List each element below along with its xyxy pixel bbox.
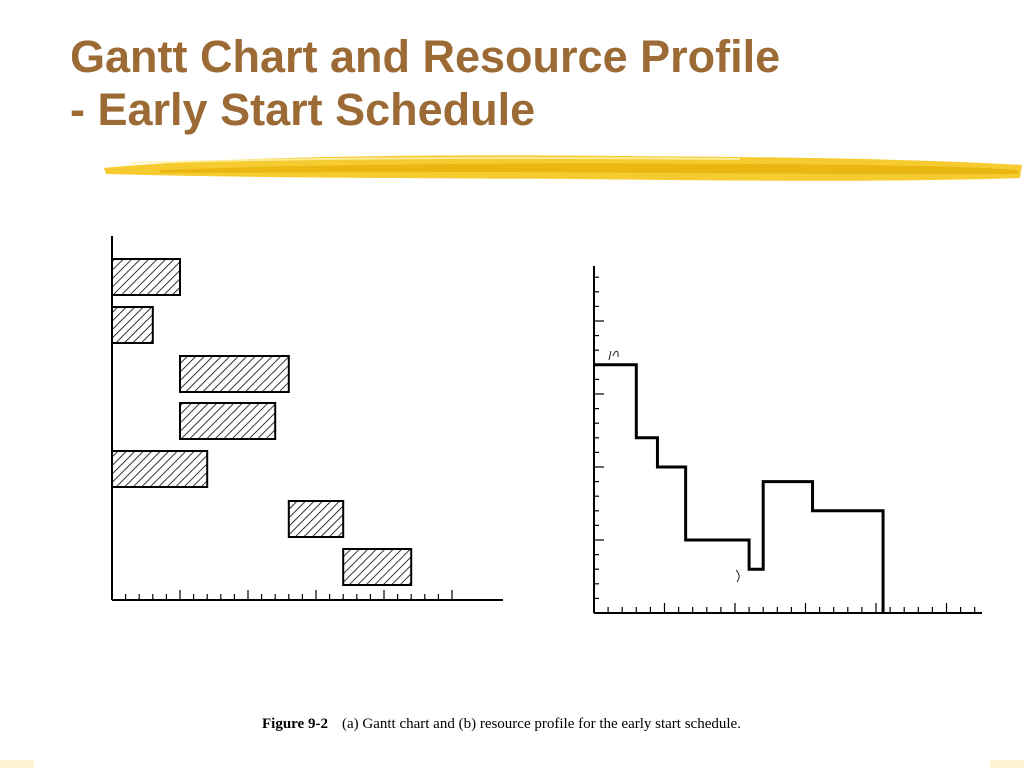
gantt-bar (111, 258, 181, 296)
gantt-bar (111, 450, 209, 488)
resource-step-line (594, 363, 885, 613)
slide-title-line-2: - Early Start Schedule (70, 84, 536, 135)
footer-mark-right (990, 760, 1024, 768)
figure-caption-text: (a) Gantt chart and (b) resource profile… (341, 716, 741, 732)
gantt-bar (111, 306, 154, 344)
footer-mark-left (0, 760, 34, 768)
brush-stroke-divider (104, 155, 1022, 181)
slide-title-line-1: Gantt Chart and Resource Profile (70, 31, 781, 82)
handwritten-mark (735, 569, 740, 583)
figure-number: Figure 9-2 (262, 716, 328, 732)
gantt-bar (342, 548, 413, 586)
gantt-bar (179, 402, 277, 440)
figure-caption: Figure 9-2 (a) Gantt chart and (b) resour… (262, 716, 962, 733)
gantt-bar (287, 500, 345, 538)
handwritten-mark (608, 350, 619, 361)
gantt-bar (179, 355, 290, 393)
slide-title: Gantt Chart and Resource Profile - Early… (70, 30, 990, 136)
